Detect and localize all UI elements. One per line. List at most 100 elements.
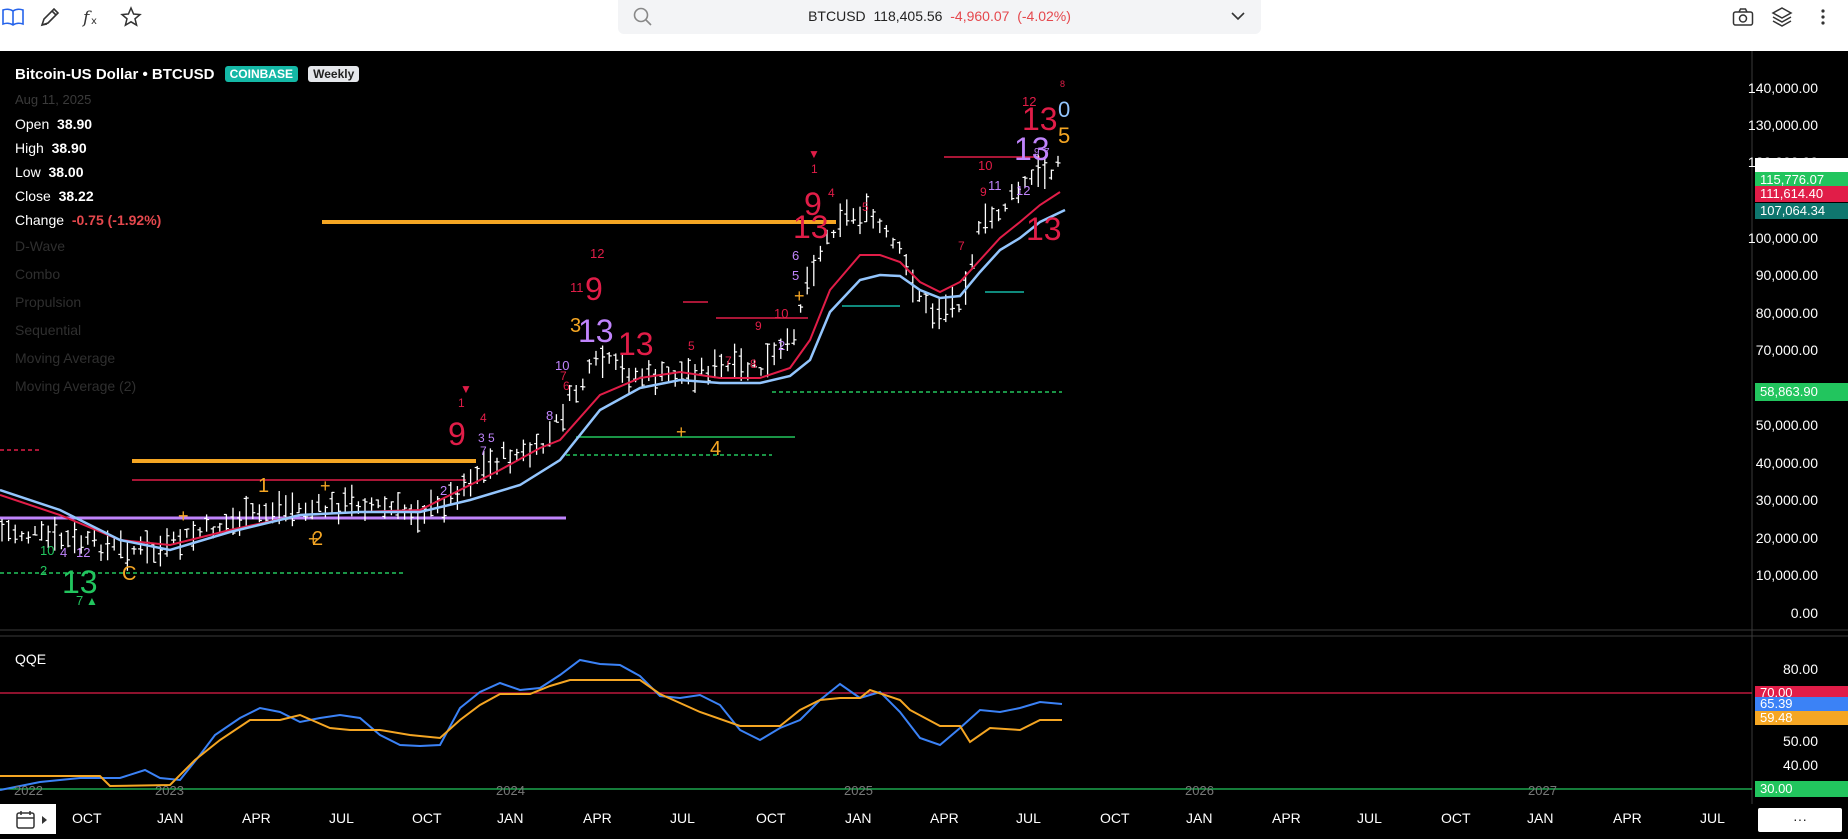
month-label: JUL: [1357, 810, 1382, 826]
chevron-down-icon[interactable]: [1229, 7, 1247, 30]
seq-count-7: 7: [76, 593, 83, 608]
seq-count-5: 5: [792, 268, 799, 283]
month-label: OCT: [1100, 810, 1130, 826]
price-axis-label: 0.00: [1790, 605, 1818, 621]
qqe-tag-30: 30.00: [1755, 781, 1848, 797]
seq-plus: +: [320, 476, 331, 496]
symbol-quote: BTCUSD 118,405.56 -4,960.07 (-4.02%): [618, 8, 1261, 24]
seq-plus: +: [308, 529, 319, 549]
seq-count-10: 10: [774, 306, 788, 321]
more-vertical-icon[interactable]: [1810, 4, 1836, 30]
seq-count-7: 7: [1044, 147, 1050, 158]
month-label: APR: [242, 810, 271, 826]
seq-label-4: 4: [710, 438, 721, 460]
seq-count-12: 12: [1022, 94, 1036, 109]
month-label: JUL: [1700, 810, 1725, 826]
legend-title[interactable]: Bitcoin-US Dollar • BTCUSD COINBASE Week…: [15, 66, 360, 83]
year-label: 2024: [496, 783, 525, 798]
month-label: APR: [1272, 810, 1301, 826]
seq-count-6: 6: [563, 379, 570, 393]
calendar-icon[interactable]: [16, 810, 50, 835]
legend-close: Close 38.22: [15, 188, 94, 204]
sell-arrow-icon: ▼: [808, 147, 820, 161]
month-label: OCT: [72, 810, 102, 826]
study-propulsion[interactable]: Propulsion: [15, 294, 82, 310]
study-combo[interactable]: Combo: [15, 266, 61, 282]
seq-count-8: 8: [1060, 79, 1065, 89]
seq-label-13: 13: [1014, 131, 1050, 167]
seq-plus: +: [794, 286, 805, 306]
seq-plus: +: [178, 506, 189, 526]
price-axis-label: 130,000.00: [1747, 117, 1818, 133]
symbol-change-pct: (-4.02%): [1017, 8, 1071, 24]
seq-label-9: 9: [585, 271, 603, 307]
month-label: JUL: [1016, 810, 1041, 826]
camera-icon[interactable]: [1730, 4, 1756, 30]
price-axis-label: 70,000.00: [1755, 342, 1818, 358]
price-axis-label: 30,000.00: [1755, 492, 1818, 508]
seq-label-9: 9: [804, 186, 822, 222]
study-moving-average[interactable]: Moving Average: [15, 350, 116, 366]
more-options-button[interactable]: ···: [1793, 811, 1807, 827]
legend-high: High 38.90: [15, 140, 87, 156]
open-label: Open: [15, 116, 50, 132]
seq-count-12: 12: [1016, 183, 1030, 198]
calendar-button-bg: [0, 804, 56, 834]
month-label: OCT: [1441, 810, 1471, 826]
seq-label-5: 5: [1058, 123, 1070, 148]
qqe-fast-line: [0, 658, 1063, 791]
month-label: JAN: [1527, 810, 1554, 826]
legend-change: Change -0.75 (-1.92%): [15, 212, 161, 228]
study-moving-average-2[interactable]: Moving Average (2): [15, 378, 137, 394]
seq-count-6: 6: [792, 248, 799, 263]
seq-label-1: 1: [258, 475, 269, 497]
seq-plus: +: [676, 422, 687, 442]
month-label: JAN: [497, 810, 524, 826]
search-icon: [632, 6, 654, 33]
year-label: 2023: [155, 783, 184, 798]
seq-count-9: 9: [755, 319, 762, 333]
month-label: OCT: [412, 810, 442, 826]
qqe-axis-label: 50.00: [1782, 733, 1818, 749]
price-tag-green: 115,776.07: [1755, 172, 1848, 188]
price-tag-red: 111,614.40: [1755, 186, 1848, 202]
price-axis-label: 100,000.00: [1747, 230, 1818, 246]
seq-count-7: 7: [725, 354, 732, 368]
seq-count-10: 10: [555, 358, 569, 373]
seq-count-3: 3: [478, 431, 485, 445]
seq-count-12: 12: [590, 246, 604, 261]
pencil-icon[interactable]: [37, 4, 63, 30]
qqe-title[interactable]: QQE: [15, 651, 47, 667]
seq-count-4: 4: [480, 411, 487, 425]
high-label: High: [15, 140, 44, 156]
moving-average-blue: [0, 208, 1066, 552]
symbol-search-box[interactable]: BTCUSD 118,405.56 -4,960.07 (-4.02%): [618, 0, 1261, 34]
month-label: APR: [583, 810, 612, 826]
close-label: Close: [15, 188, 51, 204]
seq-count-4: 4: [828, 186, 835, 200]
instrument-title: Bitcoin-US Dollar • BTCUSD: [15, 66, 215, 83]
price-axis-label: 10,000.00: [1755, 567, 1818, 583]
seq-count-11: 11: [988, 178, 1002, 193]
price-axis-label: 20,000.00: [1755, 530, 1818, 546]
year-label: 2025: [844, 783, 873, 798]
seq-count-10: 10: [40, 543, 54, 558]
month-label: JAN: [157, 810, 184, 826]
seq-count-5: 5: [488, 431, 495, 445]
seq-count-5: 5: [688, 339, 695, 353]
layers-icon[interactable]: [1769, 4, 1795, 30]
seq-count-9: 9: [980, 185, 987, 199]
interval-badge[interactable]: Weekly: [308, 66, 360, 82]
low-value: 38.00: [48, 164, 84, 180]
exchange-badge: COINBASE: [224, 66, 298, 82]
seq-count-8: 8: [546, 408, 553, 423]
symbol-name: BTCUSD: [808, 8, 866, 24]
seq-count-7: 7: [958, 239, 965, 253]
book-icon[interactable]: [0, 4, 26, 30]
study-dwave[interactable]: D-Wave: [15, 238, 66, 254]
star-icon[interactable]: [118, 4, 144, 30]
high-value: 38.90: [51, 140, 87, 156]
study-sequential[interactable]: Sequential: [15, 322, 82, 338]
